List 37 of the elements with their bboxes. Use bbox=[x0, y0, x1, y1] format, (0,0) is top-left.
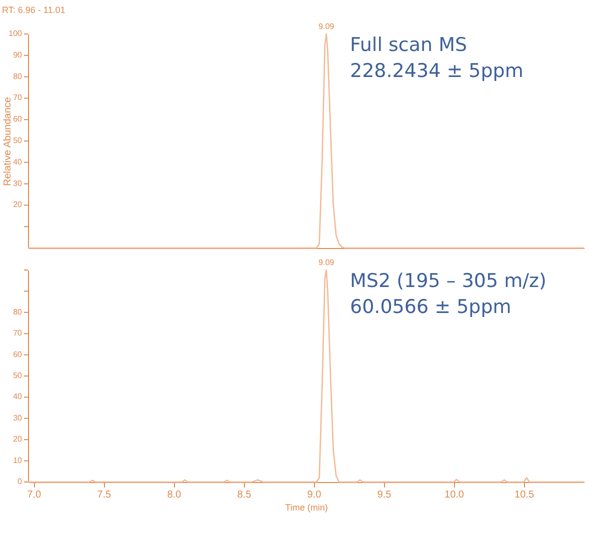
annotation: Full scan MS bbox=[350, 34, 468, 56]
y-tick-label: 80 bbox=[13, 307, 23, 316]
x-tick-label: 8.5 bbox=[237, 490, 252, 500]
y-tick-label: 20 bbox=[13, 434, 23, 444]
chart-title: RT: 6.96 - 11.01 bbox=[2, 5, 66, 15]
x-tick-label: 8.0 bbox=[167, 490, 182, 500]
y-tick-label: 20 bbox=[13, 200, 23, 210]
y-tick-label: 100 bbox=[8, 29, 23, 38]
x-tick-label: 10.0 bbox=[444, 490, 464, 500]
y-tick-label: 70 bbox=[13, 328, 23, 338]
y-tick-label: 30 bbox=[13, 413, 23, 422]
annotation: 9.09 bbox=[318, 22, 335, 31]
x-tick-label: 7.5 bbox=[97, 490, 112, 500]
y-tick-label: 60 bbox=[13, 114, 23, 124]
annotation: 228.2434 ± 5ppm bbox=[350, 60, 524, 82]
y-tick-label: 60 bbox=[13, 350, 23, 359]
y-tick-label: 50 bbox=[13, 136, 23, 145]
x-tick-label: 9.0 bbox=[307, 490, 322, 500]
y-tick-label: 90 bbox=[13, 50, 23, 60]
y-tick-label: 70 bbox=[13, 93, 23, 102]
line-series bbox=[27, 33, 585, 249]
y-tick-label: 40 bbox=[13, 392, 23, 402]
y-tick-label: 10 bbox=[13, 456, 23, 465]
y-tick-label: 80 bbox=[13, 72, 23, 81]
y-tick-label: 0 bbox=[18, 477, 23, 486]
x-tick-label: 10.5 bbox=[514, 490, 534, 500]
y-tick-label: 40 bbox=[13, 157, 23, 166]
y-axis-title: Relative Abundance bbox=[2, 96, 14, 186]
y-tick-label: 50 bbox=[13, 371, 23, 380]
x-tick-label: 9.5 bbox=[377, 490, 392, 500]
annotation: 9.09 bbox=[318, 258, 335, 267]
line-series bbox=[27, 269, 585, 483]
annotation: 60.0566 ± 5ppm bbox=[350, 296, 512, 318]
y-tick-label: 30 bbox=[13, 178, 23, 188]
x-tick-label: 7.0 bbox=[27, 490, 42, 500]
annotation: MS2 (195 – 305 m/z) bbox=[350, 270, 546, 292]
x-axis-title: Time (min) bbox=[285, 502, 328, 512]
